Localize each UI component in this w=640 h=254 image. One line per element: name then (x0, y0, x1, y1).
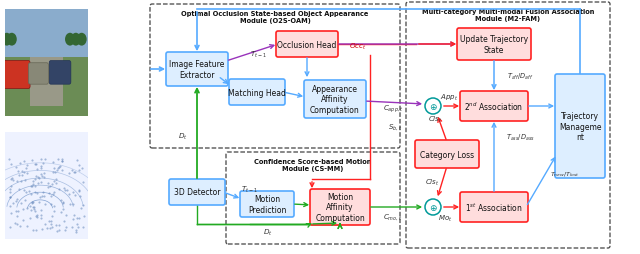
Text: Matching Head: Matching Head (228, 88, 286, 97)
FancyBboxPatch shape (460, 92, 528, 121)
FancyBboxPatch shape (276, 32, 338, 58)
Bar (5, 10, 88, 58)
Text: Image Feature
Extractor: Image Feature Extractor (170, 60, 225, 80)
Text: 3D Detector: 3D Detector (173, 188, 220, 197)
FancyBboxPatch shape (169, 179, 225, 205)
Text: Occlusion Head: Occlusion Head (277, 40, 337, 49)
Text: Multi-category Multi-modal Fusion Association
Module (M2-FAM): Multi-category Multi-modal Fusion Associ… (422, 9, 594, 22)
Text: Category Loss: Category Loss (420, 150, 474, 159)
Text: $Mo_t$: $Mo_t$ (438, 213, 452, 223)
Circle shape (77, 34, 86, 46)
Text: $T_{ass}/D_{ass}$: $T_{ass}/D_{ass}$ (506, 132, 534, 142)
Text: $Cls_t$: $Cls_t$ (425, 177, 439, 187)
FancyBboxPatch shape (415, 140, 479, 168)
Text: Update Trajectory
State: Update Trajectory State (460, 35, 528, 55)
Text: $\oplus$: $\oplus$ (429, 102, 437, 112)
Text: $C_{app,t}$: $C_{app,t}$ (383, 103, 403, 114)
Text: $T_{aff}/D_{aff}$: $T_{aff}/D_{aff}$ (507, 72, 533, 82)
Text: 2$^{nd}$ Association: 2$^{nd}$ Association (465, 100, 524, 113)
Circle shape (65, 34, 75, 46)
Text: $T_{t-1}$: $T_{t-1}$ (250, 50, 266, 60)
Bar (30, 58, 63, 106)
Text: Motion
Affinity
Computation: Motion Affinity Computation (315, 192, 365, 222)
Text: $D_t$: $D_t$ (178, 131, 188, 141)
FancyBboxPatch shape (304, 81, 366, 119)
Text: $C_{mo,t}$: $C_{mo,t}$ (383, 211, 403, 221)
FancyBboxPatch shape (229, 80, 285, 106)
Text: $Occ_t$: $Occ_t$ (349, 42, 367, 52)
Circle shape (425, 199, 441, 215)
Text: $Cls_t$: $Cls_t$ (428, 115, 442, 125)
Text: $T_{t-1}$: $T_{t-1}$ (241, 184, 257, 194)
Circle shape (2, 34, 12, 46)
Text: Optimal Occlusion State-based Object Appearance
Module (O2S-OAM): Optimal Occlusion State-based Object App… (181, 11, 369, 24)
Text: Confidence Score-based Motion
Module (CS-MM): Confidence Score-based Motion Module (CS… (254, 158, 372, 171)
Circle shape (425, 99, 441, 115)
FancyBboxPatch shape (28, 64, 49, 85)
FancyBboxPatch shape (166, 53, 228, 87)
FancyBboxPatch shape (3, 61, 30, 89)
FancyBboxPatch shape (240, 191, 294, 217)
Text: 1$^{st}$ Association: 1$^{st}$ Association (465, 201, 523, 213)
Text: $D_t$: $D_t$ (263, 227, 273, 237)
Text: $App_t$: $App_t$ (440, 92, 458, 103)
FancyBboxPatch shape (310, 189, 370, 225)
Text: Appearance
Affinity
Computation: Appearance Affinity Computation (310, 85, 360, 115)
Text: Trajectory
Manageme
nt: Trajectory Manageme nt (559, 112, 601, 141)
Text: $S_{b,t}$: $S_{b,t}$ (388, 121, 402, 132)
Circle shape (71, 34, 81, 46)
FancyBboxPatch shape (555, 75, 605, 178)
Circle shape (7, 34, 17, 46)
FancyBboxPatch shape (457, 29, 531, 61)
Text: Motion
Prediction: Motion Prediction (248, 195, 286, 214)
FancyBboxPatch shape (460, 192, 528, 222)
Text: $\oplus$: $\oplus$ (429, 202, 437, 212)
Text: $T_{new}/T_{lost}$: $T_{new}/T_{lost}$ (550, 170, 580, 179)
FancyBboxPatch shape (49, 61, 71, 85)
